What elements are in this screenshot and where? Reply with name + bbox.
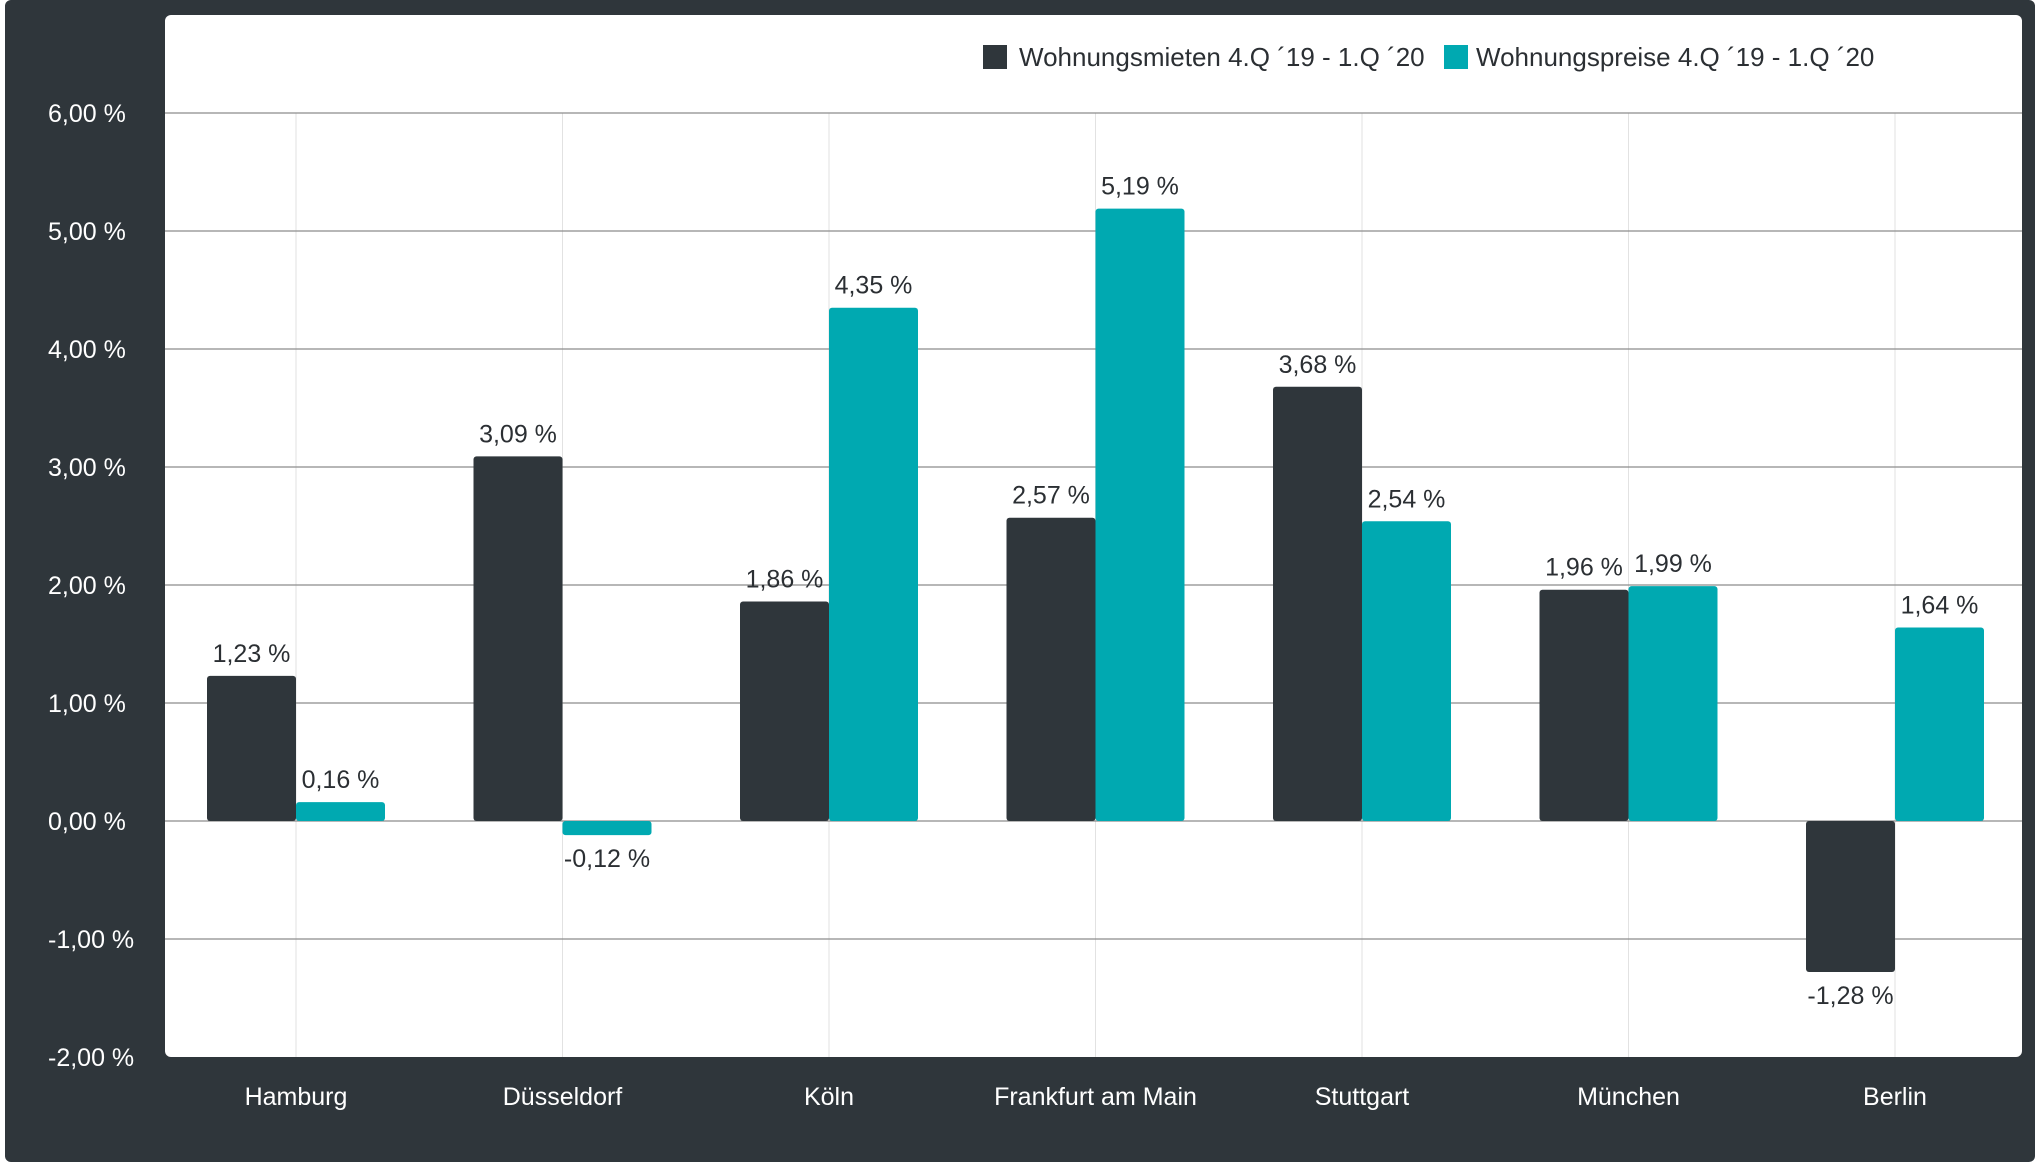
bar bbox=[562, 821, 652, 836]
data-label: 5,19 % bbox=[1101, 173, 1179, 201]
data-label: 3,09 % bbox=[479, 420, 557, 448]
y-tick-label: 1,00 % bbox=[48, 690, 126, 718]
legend: Wohnungsmieten 4.Q ´19 - 1.Q ´20 Wohnungs… bbox=[983, 42, 1874, 72]
bar bbox=[1095, 208, 1185, 821]
legend-swatch bbox=[1444, 45, 1468, 69]
bar bbox=[1273, 386, 1362, 821]
data-label: 1,96 % bbox=[1545, 554, 1623, 582]
bar bbox=[1006, 517, 1096, 821]
x-tick-label: München bbox=[1577, 1083, 1680, 1111]
bar bbox=[1539, 589, 1629, 821]
x-axis: Hamburg Düsseldorf Köln Frankfurt am Main St… bbox=[245, 1083, 1927, 1111]
data-label: 4,35 % bbox=[835, 272, 913, 300]
data-label: 1,64 % bbox=[1901, 591, 1979, 619]
data-label: 2,54 % bbox=[1368, 485, 1446, 513]
legend-swatch bbox=[983, 45, 1007, 69]
data-labels: 1,23 % 3,09 % 1,86 % 2,57 % 3,68 % 1,96 % -1,2… bbox=[213, 173, 1979, 1010]
y-tick-label: 2,00 % bbox=[48, 572, 126, 600]
legend-label: Wohnungsmieten 4.Q ´19 - 1.Q ´20 bbox=[1019, 42, 1425, 72]
y-tick-label: -2,00 % bbox=[48, 1044, 134, 1072]
x-tick-label: Düsseldorf bbox=[503, 1083, 623, 1111]
legend-label: Wohnungspreise 4.Q ´19 - 1.Q ´20 bbox=[1476, 42, 1874, 72]
x-tick-label: Hamburg bbox=[245, 1083, 348, 1111]
bar bbox=[829, 307, 918, 821]
bar bbox=[473, 456, 563, 821]
y-axis: 6,00 % 5,00 % 4,00 % 3,00 % 2,00 % 1,00 % 0,00… bbox=[48, 100, 134, 1072]
x-tick-label: Berlin bbox=[1863, 1083, 1927, 1111]
data-label: 1,99 % bbox=[1634, 550, 1712, 578]
data-label: 3,68 % bbox=[1279, 351, 1357, 379]
bar bbox=[296, 802, 385, 821]
y-tick-label: 4,00 % bbox=[48, 336, 126, 364]
bar bbox=[1362, 521, 1451, 821]
bar bbox=[207, 675, 296, 821]
data-label: 2,57 % bbox=[1012, 482, 1090, 510]
x-tick-label: Frankfurt am Main bbox=[994, 1083, 1197, 1111]
bar bbox=[1895, 627, 1984, 821]
data-label: 1,23 % bbox=[213, 640, 291, 668]
data-label: -0,12 % bbox=[564, 845, 650, 873]
x-tick-label: Köln bbox=[804, 1083, 854, 1111]
data-label: 1,86 % bbox=[746, 566, 824, 594]
y-tick-label: -1,00 % bbox=[48, 926, 134, 954]
bars bbox=[207, 208, 1984, 973]
y-tick-label: 6,00 % bbox=[48, 100, 126, 128]
y-tick-label: 3,00 % bbox=[48, 454, 126, 482]
bar bbox=[740, 601, 829, 821]
data-label: -1,28 % bbox=[1807, 982, 1893, 1010]
x-tick-label: Stuttgart bbox=[1315, 1083, 1410, 1111]
bar bbox=[1806, 821, 1895, 973]
bar bbox=[1628, 586, 1718, 821]
y-tick-label: 5,00 % bbox=[48, 218, 126, 246]
y-tick-label: 0,00 % bbox=[48, 808, 126, 836]
data-label: 0,16 % bbox=[302, 766, 380, 794]
